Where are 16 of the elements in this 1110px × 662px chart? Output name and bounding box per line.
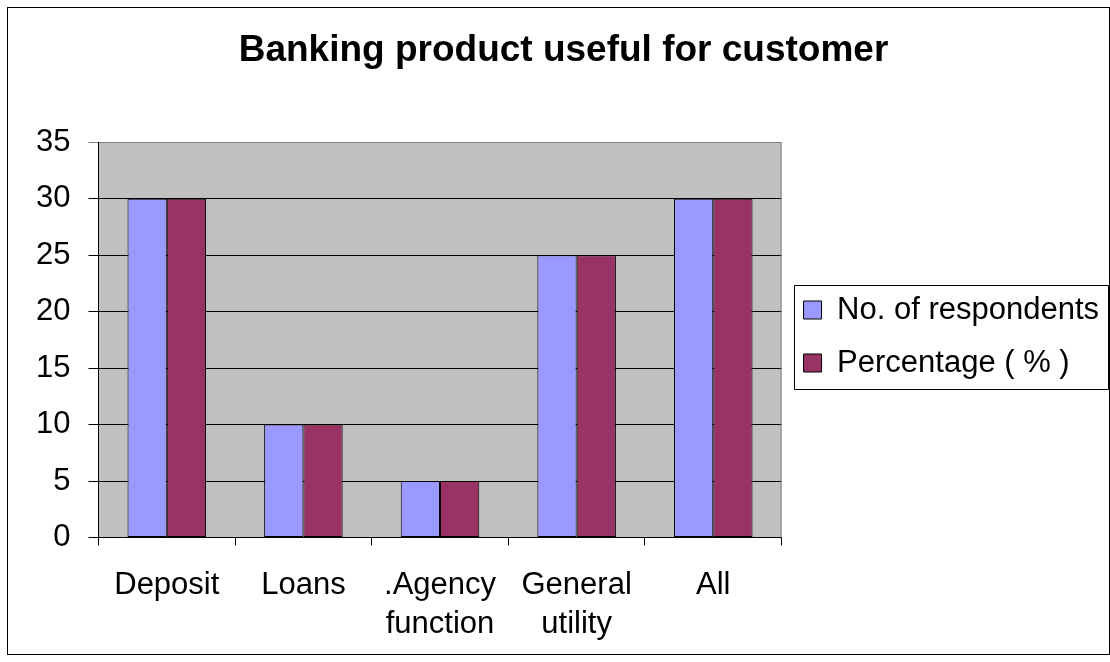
y-tick-label: 5 (53, 461, 71, 497)
legend-label: Percentage ( % ) (837, 343, 1070, 379)
y-tick-label: 0 (53, 518, 71, 554)
chart-title: Banking product useful for customer (238, 28, 889, 70)
x-tick-label: Loans (261, 566, 346, 602)
y-tick-label: 10 (36, 405, 71, 441)
y-tick-label: 30 (36, 179, 71, 215)
x-tick-label: .Agency function (384, 566, 497, 641)
x-tick-label: General utility (521, 566, 632, 641)
y-tick-label: 25 (36, 235, 71, 271)
legend-label: No. of respondents (837, 290, 1100, 326)
y-tick-label: 20 (36, 292, 71, 328)
x-tick-label: Deposit (114, 566, 220, 602)
y-tick-label: 15 (36, 348, 71, 384)
y-tick-label: 35 (36, 122, 71, 158)
x-tick-label: All (696, 566, 731, 602)
